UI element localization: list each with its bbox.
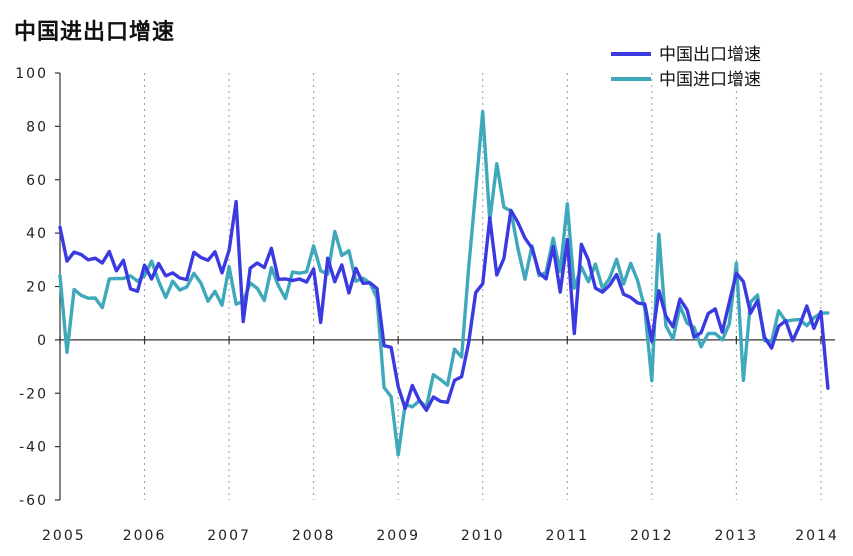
y-tick-label: -60	[19, 493, 48, 509]
x-tick-label: 2014	[795, 528, 839, 544]
y-axis-ticks: -60 -40 -20 0 20 40 60 80 100	[15, 66, 60, 509]
x-tick-label: 2008	[292, 528, 336, 544]
y-tick-label: 40	[26, 226, 48, 242]
x-tick-label: 2012	[630, 528, 674, 544]
grid-lines	[144, 73, 822, 500]
y-tick-label: 0	[37, 333, 48, 349]
x-tick-label: 2011	[545, 528, 589, 544]
y-tick-label: 100	[15, 66, 48, 82]
x-tick-label: 2006	[123, 528, 167, 544]
series-lines	[58, 110, 830, 457]
x-tick-label: 2009	[376, 528, 420, 544]
legend-label-import: 中国进口增速	[659, 70, 761, 90]
x-tick-label: 2013	[715, 528, 759, 544]
y-tick-label: 80	[26, 119, 48, 135]
chart-title: 中国进出口增速	[14, 20, 176, 45]
series-line-export	[58, 199, 830, 412]
series-line-import	[58, 110, 830, 457]
x-tick-label: 2005	[42, 528, 86, 544]
y-tick-label: 20	[26, 280, 48, 296]
y-tick-label: -40	[19, 440, 48, 456]
legend-label-export: 中国出口增速	[659, 45, 761, 65]
x-axis-ticks: 2005 2006 2007 2008 2009 2010 2011 2012 2013 2014	[42, 335, 839, 544]
x-tick-label: 2010	[461, 528, 505, 544]
y-tick-label: -20	[19, 386, 48, 402]
x-tick-label: 2007	[207, 528, 251, 544]
y-tick-label: 60	[26, 173, 48, 189]
legend: 中国出口增速 中国进口增速	[611, 45, 761, 90]
